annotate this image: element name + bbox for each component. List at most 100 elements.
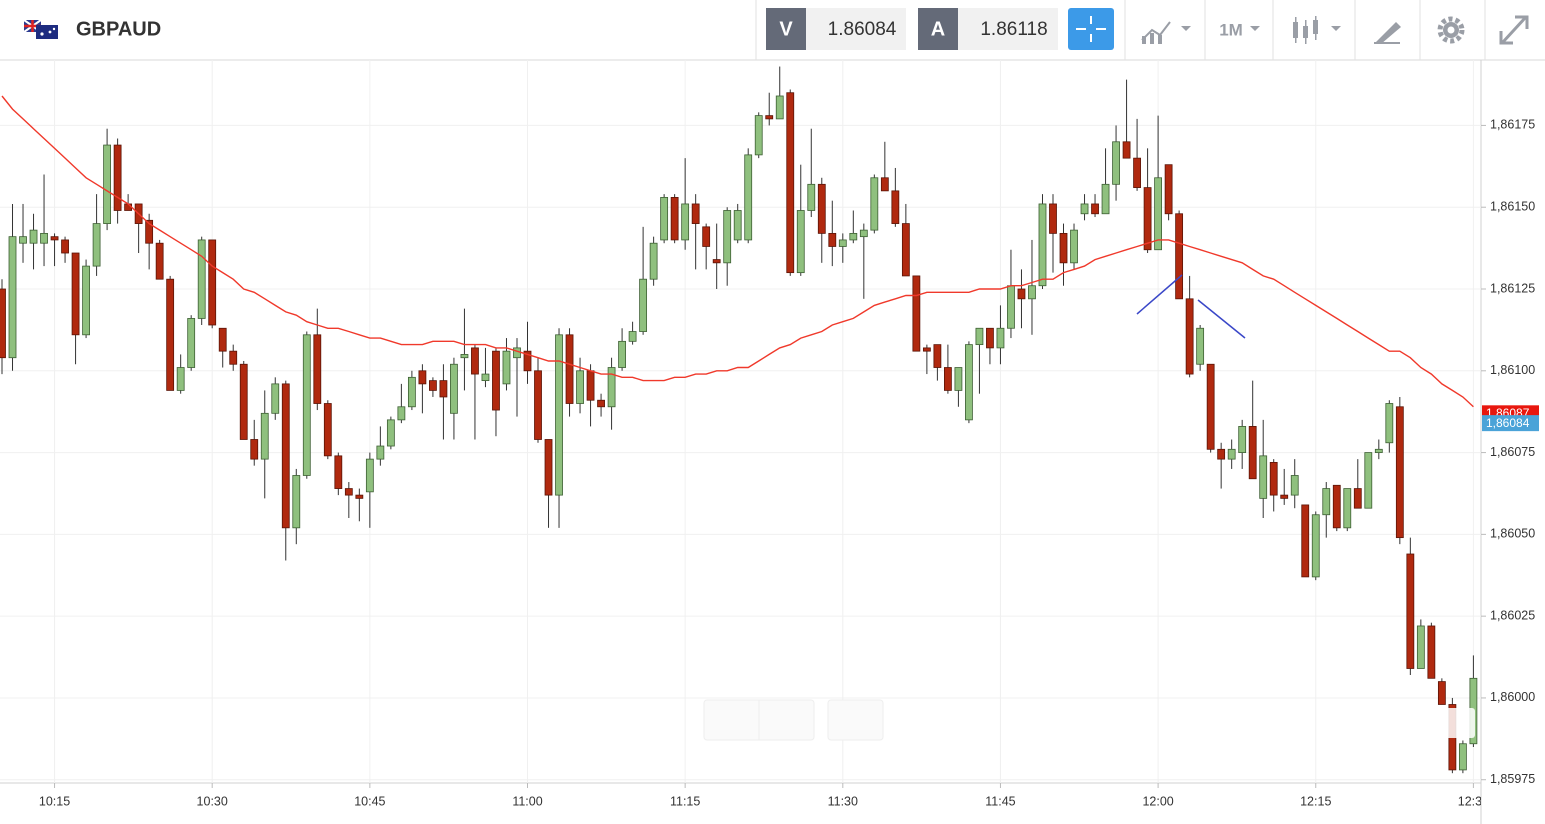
candle-body	[723, 210, 732, 264]
buy-price: 1.86118	[980, 19, 1047, 40]
candle-body	[187, 318, 196, 368]
candle-body	[1322, 488, 1331, 516]
y-tick-label: 1,86050	[1490, 527, 1535, 541]
candle-body	[775, 95, 784, 120]
candle-body	[197, 239, 206, 319]
candle-body	[155, 242, 164, 280]
candle-body	[838, 239, 847, 247]
buy-button[interactable]	[918, 8, 958, 50]
flag	[23, 19, 58, 39]
settings-button[interactable]	[1437, 16, 1465, 44]
candle-body	[1028, 285, 1036, 300]
candle-body	[1017, 288, 1026, 300]
x-tick-label: 10:45	[354, 794, 385, 808]
candle-body	[208, 239, 217, 326]
candle-body	[1217, 448, 1226, 460]
crosshair-icon	[1076, 16, 1106, 42]
candle-body	[1385, 403, 1394, 444]
candle-body	[660, 197, 669, 241]
candle-body	[1416, 625, 1425, 669]
x-tick-label: 12:30	[1458, 794, 1489, 808]
indicators-button[interactable]	[1293, 16, 1341, 44]
candle-body	[1343, 488, 1352, 529]
candle-body	[250, 439, 259, 460]
candle-body	[1238, 426, 1247, 453]
fullscreen-button[interactable]	[1499, 15, 1529, 45]
candle-body	[1311, 514, 1320, 578]
candle-body	[1269, 461, 1278, 496]
crosshair-button[interactable]	[1068, 8, 1114, 50]
plot-area	[0, 66, 1478, 774]
candle-body	[996, 327, 1005, 349]
candle-body	[1248, 426, 1257, 480]
candle-body	[292, 475, 301, 529]
y-tick-label: 1,85975	[1490, 772, 1535, 786]
candle-body	[302, 334, 311, 476]
candle-body	[218, 327, 227, 352]
candle-body	[954, 367, 963, 391]
candle-body	[1364, 452, 1373, 509]
buy-price-box[interactable]	[958, 8, 1058, 50]
candle-body	[1290, 475, 1299, 496]
candle-body	[1154, 177, 1162, 251]
candle-body	[40, 232, 48, 244]
candle-body	[817, 183, 826, 234]
x-tick-label: 10:15	[39, 794, 70, 808]
sell-price-box[interactable]	[806, 8, 906, 50]
reset-button[interactable]	[827, 699, 884, 741]
x-tick-label: 11:45	[985, 794, 1015, 808]
draw-button[interactable]	[1374, 22, 1401, 44]
candle-body	[1049, 203, 1057, 234]
sell-button[interactable]	[766, 8, 806, 50]
candle-body	[986, 327, 994, 349]
candle-body	[1458, 743, 1467, 771]
scroll-button[interactable]	[1433, 708, 1475, 738]
candle-body	[502, 350, 511, 385]
y-tick-label: 1,86075	[1490, 445, 1535, 459]
sell-price: 1.86084	[828, 19, 897, 40]
candle-body	[344, 488, 353, 496]
candle-body	[1427, 625, 1436, 679]
moving-average	[1, 95, 1474, 408]
candle-body	[481, 373, 490, 382]
candle-body	[113, 144, 122, 211]
candle-body	[555, 334, 563, 496]
candle-body	[1175, 213, 1184, 300]
candle-body	[534, 370, 542, 440]
candle-body	[82, 265, 90, 336]
candle-body	[807, 183, 816, 211]
candle-body	[29, 229, 38, 244]
y-tick-label: 1,86125	[1490, 281, 1535, 295]
candle-body	[124, 203, 133, 211]
candle-body	[597, 399, 605, 408]
candle-body	[323, 403, 332, 457]
candle-body	[1280, 494, 1289, 499]
candle-body	[1143, 187, 1152, 251]
candle-body	[229, 350, 238, 365]
candle-body	[628, 331, 637, 342]
candle-body	[166, 278, 175, 391]
candle-body	[586, 370, 595, 401]
candle-body	[439, 380, 448, 398]
candle-body	[513, 347, 521, 359]
candle-body	[1301, 504, 1310, 578]
candle-body	[828, 232, 837, 247]
candle-body	[1007, 285, 1015, 329]
candle-body	[849, 232, 858, 241]
candle-body	[1206, 363, 1215, 450]
candle-body	[681, 203, 690, 241]
candle-body	[429, 380, 437, 391]
candle-body	[1080, 203, 1089, 215]
candle-body	[1227, 448, 1236, 460]
candle-body	[1059, 232, 1068, 264]
candle-body	[61, 239, 69, 254]
candle-body	[376, 445, 385, 460]
candle-body	[1185, 298, 1194, 375]
y-tick-label: 1,86000	[1490, 690, 1535, 704]
timeframe[interactable]: 1M	[1219, 20, 1243, 39]
candle-body	[1395, 406, 1404, 539]
x-tick-label: 12:00	[1142, 794, 1173, 808]
candle-body	[859, 229, 868, 238]
sell-label: V	[779, 18, 793, 40]
chart-type-button[interactable]	[1141, 21, 1191, 44]
